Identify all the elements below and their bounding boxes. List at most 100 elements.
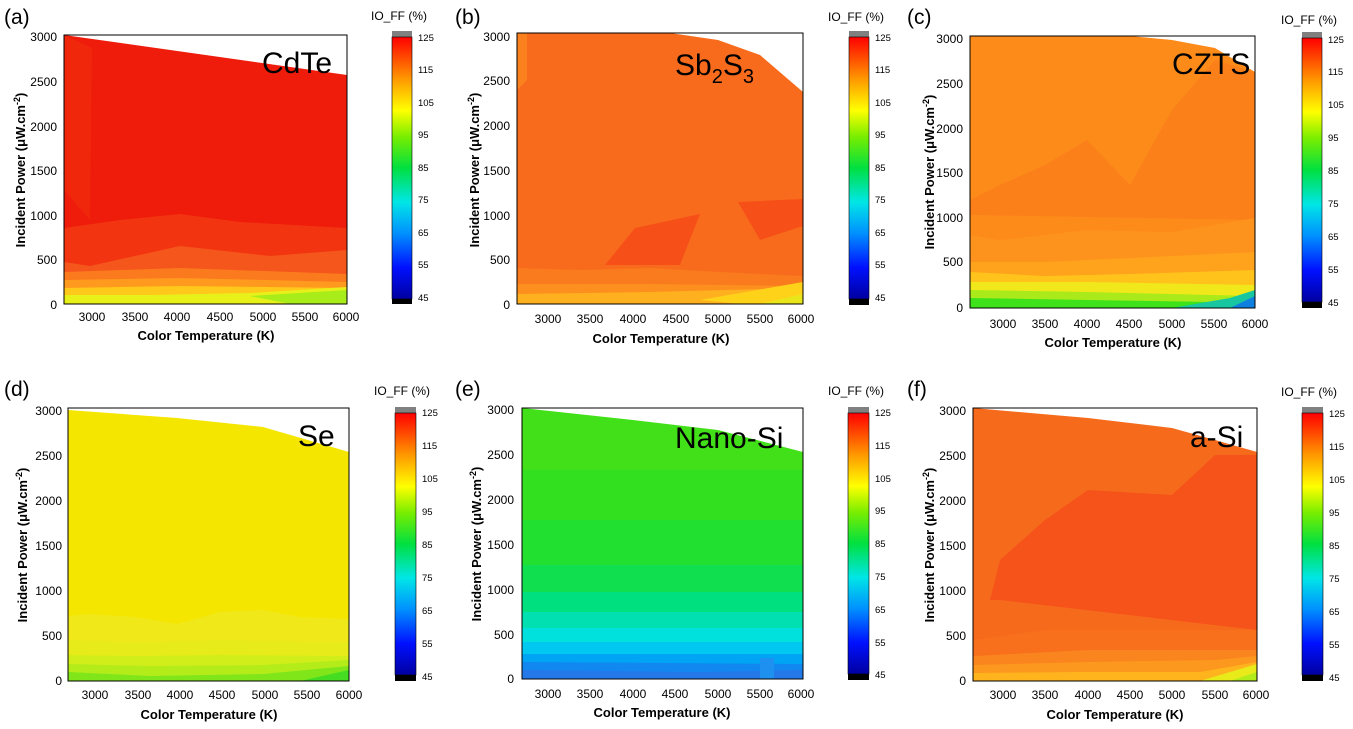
xtick-d-4: 5000 (252, 688, 279, 702)
cbtick-c-3: 95 (1328, 133, 1339, 144)
colorbar-a: IO_FF (%) 125 115 105 95 85 75 65 55 45 (371, 9, 434, 304)
cbtick-d-0: 125 (422, 408, 438, 419)
cbtick-f-8: 45 (1329, 673, 1340, 684)
ytick-b-0: 0 (503, 298, 510, 312)
ytick-a-3: 1500 (30, 164, 57, 178)
plot-area-d (68, 410, 349, 681)
xticks-a: 3000 3500 4000 4500 5000 5500 6000 (79, 310, 360, 324)
ytick-c-3: 1500 (936, 166, 963, 180)
xtick-e-1: 3500 (577, 687, 604, 701)
xtick-f-6: 6000 (1243, 688, 1270, 702)
xtick-d-3: 4500 (209, 688, 236, 702)
xtick-f-5: 5500 (1202, 688, 1229, 702)
ytick-c-1: 500 (943, 255, 963, 269)
cbtick-a-2: 105 (418, 98, 434, 109)
xticks-e: 3000 3500 4000 4500 5000 5500 6000 (535, 687, 815, 701)
cbtick-b-6: 65 (875, 228, 886, 239)
panel-label-f: (f) (907, 378, 927, 401)
ylabel-c: Incident Power (μW.cm-2) (921, 95, 937, 250)
cbtick-c-6: 65 (1328, 232, 1339, 243)
xtick-b-0: 3000 (535, 312, 562, 326)
cbtick-b-5: 75 (875, 195, 886, 206)
cbtick-e-5: 75 (875, 572, 886, 583)
cbtick-b-3: 95 (875, 130, 886, 141)
xticks-c: 3000 3500 4000 4500 5000 5500 6000 (990, 317, 1269, 331)
ytick-d-6: 3000 (35, 404, 62, 418)
xticks-b: 3000 3500 4000 4500 5000 5500 6000 (535, 312, 815, 326)
xtick-e-0: 3000 (535, 687, 562, 701)
colorbar-e: IO_FF (%) 125 115 105 95 85 75 65 55 45 (828, 384, 891, 681)
panel-c: (c) CZTS 0 500 1000 1500 2000 2500 3000 … (907, 6, 1344, 350)
cbtick-f-3: 95 (1329, 508, 1340, 519)
cbtick-f-5: 75 (1329, 574, 1340, 585)
colorbar-title-b: IO_FF (%) (828, 10, 884, 24)
ytick-d-0: 0 (55, 674, 62, 688)
xtick-d-2: 4000 (167, 688, 194, 702)
ytick-a-6: 3000 (30, 30, 57, 44)
xticks-f: 3000 3500 4000 4500 5000 5500 6000 (990, 688, 1270, 702)
cbtick-e-4: 85 (875, 539, 886, 550)
ylabel-a: Incident Power (μW.cm-2) (12, 93, 28, 248)
ytick-f-0: 0 (959, 674, 966, 688)
xticks-d: 3000 3500 4000 4500 5000 5500 6000 (82, 688, 363, 702)
xtick-a-5: 5500 (292, 310, 319, 324)
xtick-a-6: 6000 (333, 310, 360, 324)
cbtick-d-3: 95 (422, 507, 433, 518)
cbtick-b-7: 55 (875, 260, 886, 271)
xtick-a-2: 4000 (164, 310, 191, 324)
cbtick-e-7: 55 (875, 638, 886, 649)
ytick-e-5: 2500 (487, 448, 514, 462)
xtick-c-6: 6000 (1242, 317, 1269, 331)
yticks-d: 0 500 1000 1500 2000 2500 3000 (35, 404, 62, 688)
xtick-b-3: 4500 (663, 312, 690, 326)
cbtick-e-8: 45 (875, 670, 886, 681)
xtick-c-3: 4500 (1116, 317, 1143, 331)
ytick-e-3: 1500 (487, 538, 514, 552)
xtick-c-1: 3500 (1032, 317, 1059, 331)
cbtick-d-5: 75 (422, 573, 433, 584)
colorbar-c: IO_FF (%) 125 115 105 95 85 75 65 55 45 (1281, 13, 1344, 309)
panel-b: (b) Sb2S3 0 500 1000 1500 2000 2500 3000… (455, 6, 891, 346)
cbtick-a-0: 125 (418, 33, 434, 44)
ylabel-f: Incident Power (μW.cm-2) (921, 468, 937, 623)
ytick-d-2: 1000 (35, 584, 62, 598)
ytick-a-4: 2000 (30, 120, 57, 134)
cbtick-a-1: 115 (418, 65, 433, 76)
ytick-a-1: 500 (37, 253, 57, 267)
yticks-b: 0 500 1000 1500 2000 2500 3000 (483, 30, 510, 312)
plot-area-f (973, 408, 1257, 681)
yticks-f: 0 500 1000 1500 2000 2500 3000 (939, 404, 966, 688)
colorbar-b: IO_FF (%) 125 115 105 95 85 75 65 55 45 (828, 10, 891, 305)
xtick-a-3: 4500 (207, 310, 234, 324)
panel-label-e: (e) (455, 378, 481, 401)
material-label-d: Se (298, 420, 335, 453)
cbtick-d-4: 85 (422, 540, 433, 551)
ytick-a-2: 1000 (30, 209, 57, 223)
colorbar-title-c: IO_FF (%) (1281, 13, 1337, 27)
xtick-f-2: 4000 (1075, 688, 1102, 702)
colorbar-f: IO_FF (%) 125 115 105 95 85 75 65 55 45 (1281, 385, 1345, 684)
cbtick-d-2: 105 (422, 474, 438, 485)
cbtick-d-7: 55 (422, 639, 433, 650)
ytick-a-0: 0 (50, 298, 57, 312)
ytick-c-2: 1000 (936, 211, 963, 225)
cbtick-c-8: 45 (1328, 298, 1339, 309)
ytick-c-5: 2500 (936, 77, 963, 91)
plot-area-c (970, 36, 1255, 308)
xtick-e-6: 6000 (788, 687, 815, 701)
cbtick-a-7: 55 (418, 260, 429, 271)
cbtick-f-1: 115 (1329, 442, 1344, 453)
cbtick-c-7: 55 (1328, 265, 1339, 276)
cbtick-e-2: 105 (875, 474, 891, 485)
xtick-b-6: 6000 (788, 312, 815, 326)
cbtick-e-3: 95 (875, 506, 886, 517)
plot-area-b (517, 33, 803, 304)
ytick-c-0: 0 (956, 301, 963, 315)
ytick-b-1: 500 (490, 253, 510, 267)
xlabel-b: Color Temperature (K) (593, 331, 730, 346)
xtick-d-1: 3500 (125, 688, 152, 702)
xtick-b-5: 5500 (747, 312, 774, 326)
ytick-f-3: 1500 (939, 539, 966, 553)
xtick-d-5: 5500 (294, 688, 321, 702)
